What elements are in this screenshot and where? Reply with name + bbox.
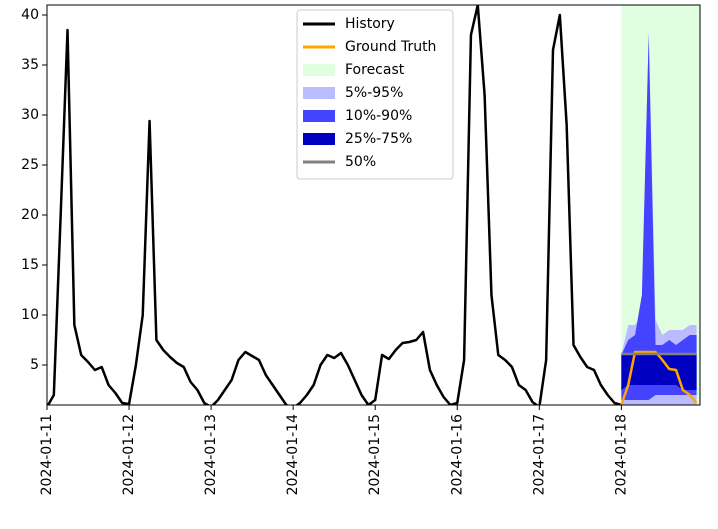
y-tick-label: 10 <box>21 307 39 323</box>
legend-swatch <box>303 133 335 145</box>
y-tick-label: 40 <box>21 7 39 23</box>
x-tick-label: 2024-01-17 <box>531 414 547 495</box>
legend-label: 5%-95% <box>345 85 403 101</box>
y-tick-label: 30 <box>21 107 39 123</box>
y-tick-label: 20 <box>21 207 39 223</box>
legend-label: 50% <box>345 154 376 170</box>
band <box>621 353 697 390</box>
axes: 5 10 15 20 25 30 35 40 2024-01-11 2024-01-12 2024-… <box>21 4 701 495</box>
series-line <box>47 5 622 405</box>
x-tick-label: 2024-01-11 <box>39 414 55 495</box>
x-tick-label: 2024-01-12 <box>121 414 137 495</box>
legend-label: 25%-75% <box>345 131 412 147</box>
x-tick-label: 2024-01-14 <box>285 414 301 495</box>
y-tick-label: 15 <box>21 257 39 273</box>
legend-swatch <box>303 64 335 76</box>
x-tick-label: 2024-01-13 <box>203 414 219 495</box>
x-tick-label: 2024-01-16 <box>449 414 465 495</box>
y-tick-label: 35 <box>21 57 39 73</box>
legend-label: Ground Truth <box>345 39 436 55</box>
legend-label: Forecast <box>345 62 405 78</box>
y-tick-label: 25 <box>21 157 39 173</box>
lines <box>47 5 698 405</box>
series-line <box>620 350 698 405</box>
legend-swatch <box>303 110 335 122</box>
bands <box>621 30 697 405</box>
band <box>621 35 697 400</box>
legend-label: History <box>345 16 395 32</box>
x-tick-label: 2024-01-18 <box>613 414 629 495</box>
legend-label: 10%-90% <box>345 108 412 124</box>
legend-swatch <box>303 87 335 99</box>
plot-frame <box>46 4 701 406</box>
legend-box <box>296 9 454 180</box>
legend: History Ground Truth Forecast 5%-95% 10%-90%… <box>296 9 454 180</box>
y-tick-label: 5 <box>30 357 39 373</box>
x-tick-label: 2024-01-15 <box>367 414 383 495</box>
